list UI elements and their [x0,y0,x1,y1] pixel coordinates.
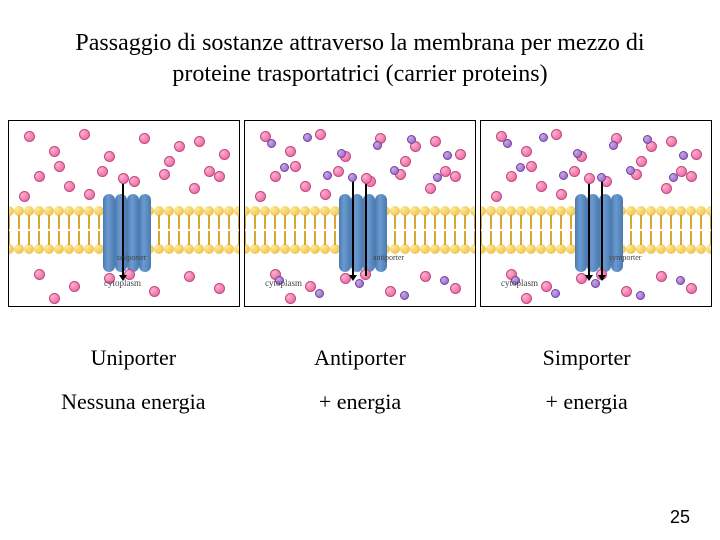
panel-symporter: cytoplasmsymporter [480,120,712,307]
label-title: Uniporter [28,345,238,371]
labels-row: Uniporter Nessuna energia Antiporter + e… [0,345,720,415]
label-energy: + energia [255,389,465,415]
label-antiporter: Antiporter + energia [255,345,465,415]
panel-antiporter: cytoplasmantiporter [244,120,476,307]
label-symporter: Simporter + energia [482,345,692,415]
page-number: 25 [670,507,690,528]
panels-container: cytoplasmuniporter cytoplasmantiporter c… [0,100,720,307]
panel-uniporter: cytoplasmuniporter [8,120,240,307]
page-title: Passaggio di sostanze attraverso la memb… [0,0,720,100]
label-energy: + energia [482,389,692,415]
label-title: Simporter [482,345,692,371]
label-title: Antiporter [255,345,465,371]
label-uniporter: Uniporter Nessuna energia [28,345,238,415]
label-energy: Nessuna energia [28,389,238,415]
